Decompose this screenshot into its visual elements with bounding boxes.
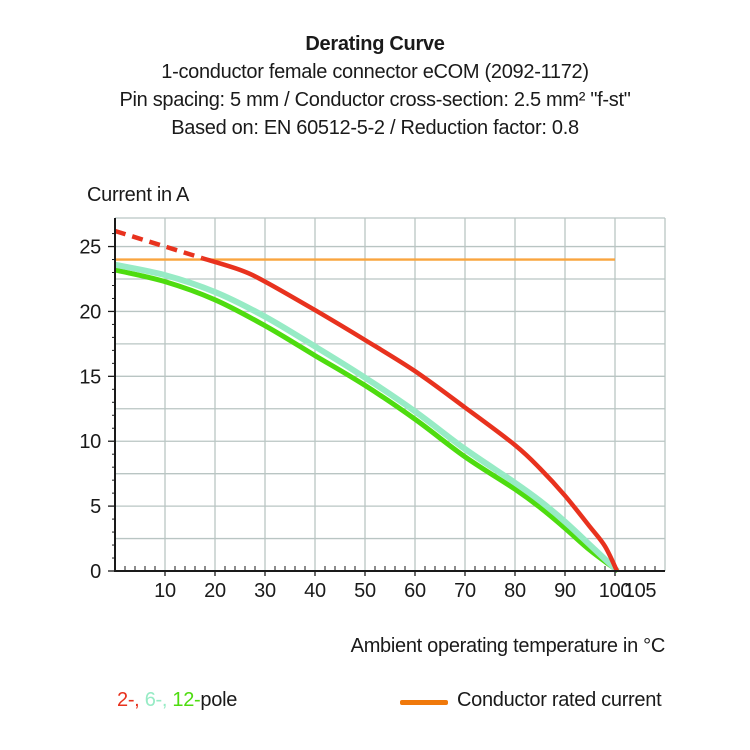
legend-piece-12: 12-: [172, 689, 201, 711]
legend-piece-2: 2-,: [117, 689, 145, 711]
y-tick-20: 20: [79, 301, 101, 323]
x-axis-title: Ambient operating temperature in °C: [350, 635, 666, 657]
x-tick-105: 105: [624, 580, 657, 602]
x-tick-90: 90: [554, 580, 576, 602]
x-tick-20: 20: [204, 580, 226, 602]
x-tick-60: 60: [404, 580, 426, 602]
chart-subtitle-line-1: 1-conductor female connector eCOM (2092-…: [161, 61, 589, 83]
y-tick-5: 5: [90, 496, 101, 518]
y-tick-15: 15: [79, 366, 101, 388]
curve-2-pole: [114, 228, 620, 572]
curve-6-pole: [114, 261, 620, 574]
y-axis-title: Current in A: [87, 184, 190, 206]
y-tick-labels: 0 5 10 15 20 25: [79, 237, 101, 583]
x-tick-70: 70: [454, 580, 476, 602]
x-tick-80: 80: [504, 580, 526, 602]
axes: [108, 218, 665, 576]
legend-pole-counts: 2-, 6-, 12-pole: [117, 689, 237, 712]
x-tick-40: 40: [304, 580, 326, 602]
chart-subtitles: 1-conductor female connector eCOM (2092-…: [0, 58, 750, 142]
rated-current-line-swatch: [400, 700, 448, 705]
x-tick-50: 50: [354, 580, 376, 602]
y-tick-10: 10: [79, 431, 101, 453]
chart-title: Derating Curve: [305, 33, 445, 55]
y-tick-0: 0: [90, 561, 101, 583]
legend-piece-6: 6-,: [144, 689, 173, 711]
curve-12-pole: [114, 267, 620, 574]
chart-subtitle-line-2: Pin spacing: 5 mm / Conductor cross-sect…: [119, 89, 631, 111]
chart-subtitle-line-3: Based on: EN 60512-5-2 / Reduction facto…: [171, 117, 579, 139]
x-tick-10: 10: [154, 580, 176, 602]
grid-lines: [115, 217, 666, 571]
rated-current-label: Conductor rated current: [457, 689, 662, 711]
y-tick-25: 25: [79, 237, 101, 259]
x-tick-100: 100: [599, 580, 632, 602]
chart-title-block: Derating Curve 1-conductor female connec…: [0, 30, 750, 142]
legend-piece-pole: pole: [200, 689, 238, 711]
x-tick-30: 30: [254, 580, 276, 602]
